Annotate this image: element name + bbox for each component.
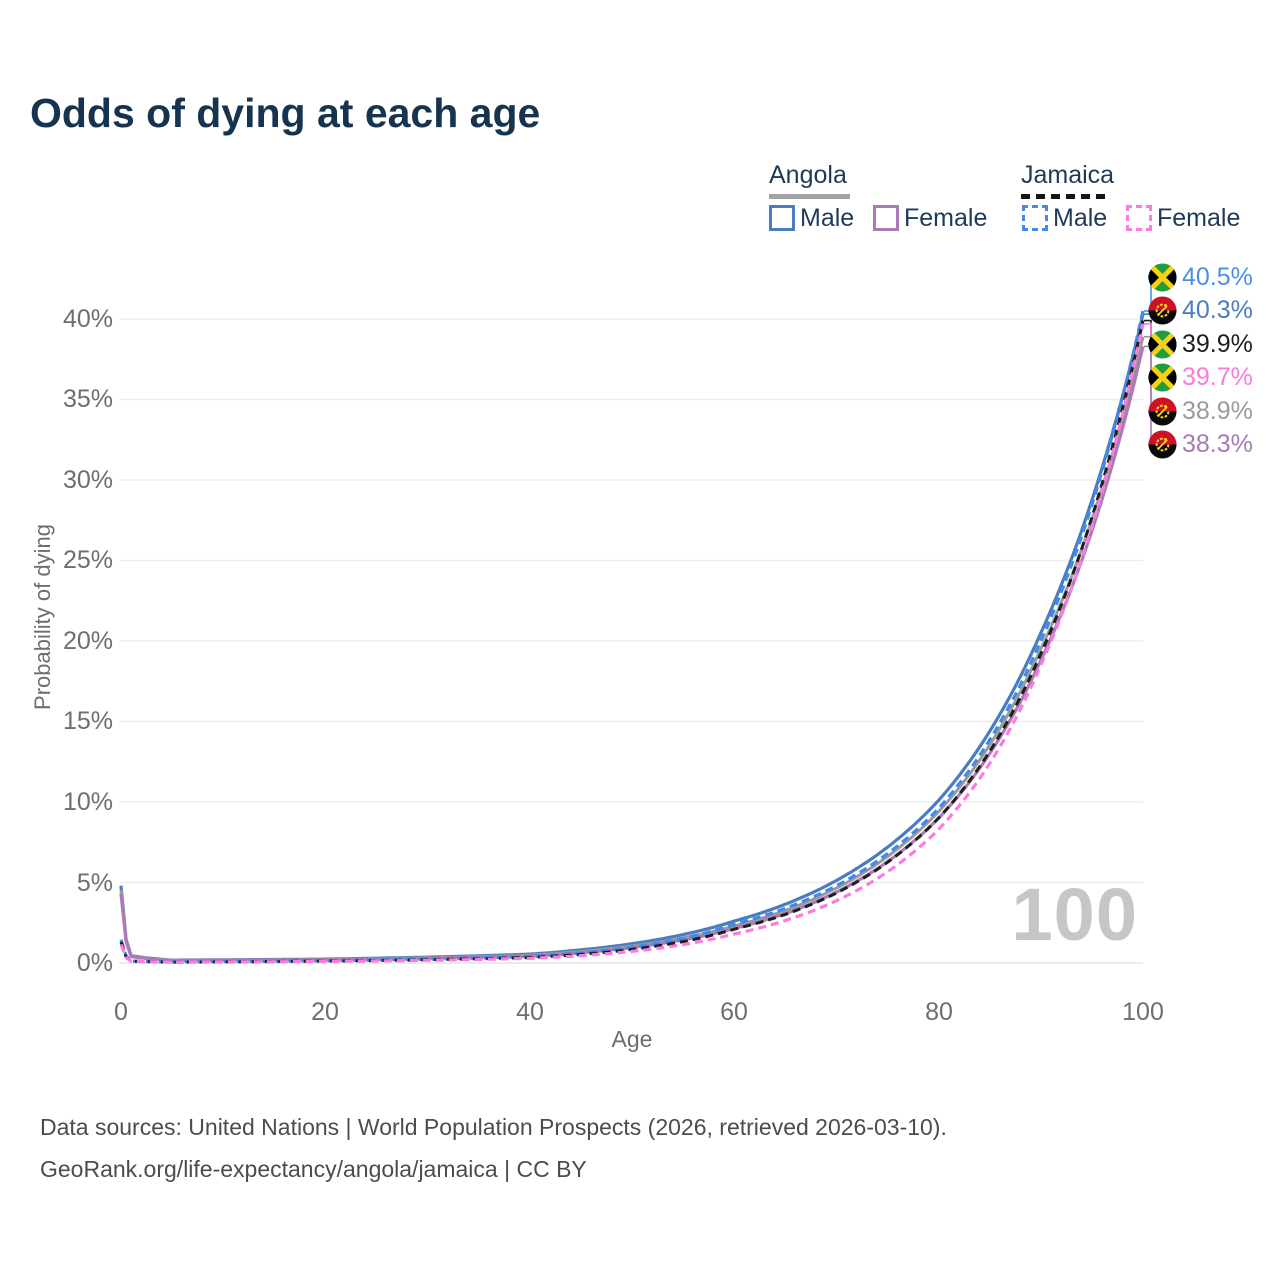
y-tick-0: 0% — [76, 949, 113, 977]
jamaica-flag-icon — [1148, 262, 1177, 292]
x-tick-80: 80 — [925, 998, 953, 1026]
y-tick-25: 25% — [62, 546, 113, 574]
y-tick-40: 40% — [62, 305, 113, 333]
legend-item-label: Female — [1157, 203, 1241, 232]
series-line-angola-male — [119, 313, 1145, 962]
angola-flag-icon — [1148, 296, 1177, 325]
legend-group-angola[interactable]: Angola — [769, 161, 850, 199]
end-label-value: 38.9% — [1182, 396, 1253, 425]
angola-female-swatch-icon — [873, 205, 899, 231]
end-label-row-jamaica-male: 40.5% — [1148, 262, 1253, 292]
y-tick-30: 30% — [62, 466, 113, 494]
y-tick-10: 10% — [62, 788, 113, 816]
legend-item-angola-female[interactable]: Female — [873, 203, 987, 233]
angola-flag-icon — [1148, 396, 1177, 426]
end-label-row-jamaica-female: 39.7% — [1148, 363, 1253, 393]
x-tick-40: 40 — [516, 998, 544, 1026]
y-tick-20: 20% — [62, 627, 113, 655]
end-label-value: 40.3% — [1182, 296, 1253, 324]
y-axis-title: Probability of dying — [30, 524, 55, 710]
legend-item-jamaica-female[interactable]: Female — [1126, 203, 1240, 233]
page-title: Odds of dying at each age — [30, 90, 541, 136]
end-label-row-angola-female: 38.3% — [1148, 430, 1253, 460]
end-label-row-angola-both: 38.9% — [1148, 396, 1253, 426]
angola-underline-swatch — [769, 194, 850, 199]
footer: Data sources: United Nations | World Pop… — [40, 1106, 947, 1190]
series-line-jamaica-female — [119, 323, 1145, 964]
series-line-angola-both — [119, 336, 1145, 962]
legend-group-jamaica[interactable]: Jamaica — [1021, 161, 1114, 199]
legend-item-label: Female — [904, 203, 988, 232]
jamaica-flag-icon — [1148, 329, 1177, 359]
jamaica-male-swatch-icon — [1022, 205, 1048, 231]
footer-sources-line: Data sources: United Nations | World Pop… — [40, 1114, 947, 1140]
legend-item-label: Male — [800, 203, 855, 232]
series-line-jamaica-both — [119, 320, 1145, 964]
end-label-row-angola-male: 40.3% — [1148, 296, 1253, 326]
legend-item-angola-male[interactable]: Male — [769, 203, 854, 233]
legend-jamaica-label: Jamaica — [1021, 161, 1115, 189]
x-tick-100: 100 — [1122, 998, 1164, 1026]
end-label-value: 40.5% — [1182, 262, 1253, 291]
age-watermark: 100 — [1011, 873, 1138, 956]
jamaica-underline-swatch — [1021, 194, 1109, 199]
end-label-row-jamaica-both: 39.9% — [1148, 329, 1253, 359]
y-tick-35: 35% — [62, 385, 113, 413]
end-label-value: 38.3% — [1182, 430, 1253, 458]
x-tick-20: 20 — [311, 998, 339, 1026]
end-label-value: 39.9% — [1182, 329, 1253, 358]
angola-flag-icon — [1148, 430, 1177, 459]
x-tick-0: 0 — [114, 998, 128, 1026]
jamaica-flag-icon — [1148, 363, 1177, 392]
series-line-jamaica-male — [119, 310, 1145, 964]
end-label-value: 39.7% — [1182, 363, 1253, 391]
footer-link-line[interactable]: GeoRank.org/life-expectancy/angola/jamai… — [40, 1156, 587, 1182]
x-tick-60: 60 — [720, 998, 748, 1026]
y-tick-5: 5% — [76, 869, 113, 897]
y-tick-15: 15% — [62, 707, 113, 735]
x-axis-title: Age — [611, 1026, 653, 1052]
legend-item-jamaica-male[interactable]: Male — [1022, 203, 1107, 233]
legend-angola-label: Angola — [769, 161, 847, 189]
legend-item-label: Male — [1053, 203, 1108, 232]
angola-male-swatch-icon — [769, 205, 795, 231]
series-line-angola-female — [119, 346, 1145, 963]
jamaica-female-swatch-icon — [1126, 205, 1152, 231]
